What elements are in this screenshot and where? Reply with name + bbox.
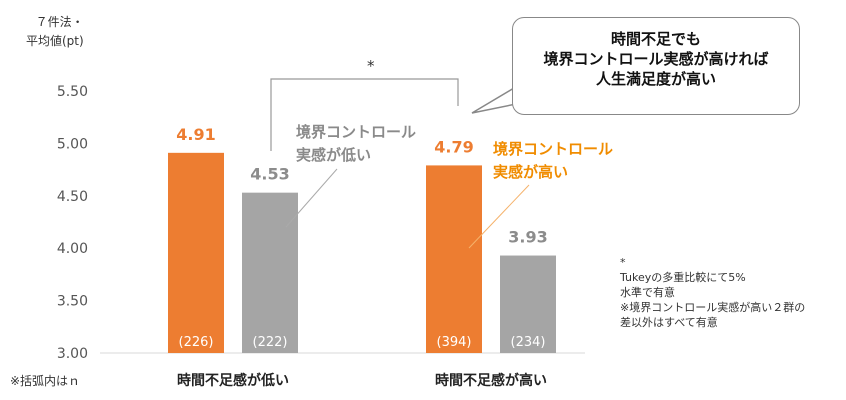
bar-value-label: 4.53 [250,165,289,184]
leader-line-gray [285,168,338,228]
bar [242,192,298,353]
y-tick-label: 5.00 [57,136,88,152]
note-line: * [620,256,626,269]
label-high-control: 境界コントロール 実感が高い [493,138,613,184]
label-high-control-line: 境界コントロール [493,140,614,158]
label-low-control-line: 実感が低い [296,146,372,164]
bar [426,165,482,353]
footnote-n: ※括弧内はｎ [10,374,81,388]
y-tick-label: 3.50 [57,294,88,310]
callout-line: 時間不足でも [610,30,701,48]
bar-n-label: (394) [437,335,472,350]
callout-line: 境界コントロール実感が高ければ [543,50,769,68]
significance-mark: * [367,57,375,75]
y-axis-ticks: 3.00 3.50 4.00 4.50 5.00 5.50 [57,84,88,362]
leader-line-orange [468,184,530,249]
note-line: ※境界コントロール実感が高い２群の [620,301,806,314]
y-tick-label: 5.50 [57,84,88,100]
bar-n-label: (234) [511,335,546,350]
y-axis-title-line: 平均値(pt) [26,34,84,48]
note-line: 差以外はすべて有意 [620,316,718,329]
note-line: Tukeyの多重比較にて5% [620,271,746,284]
y-axis-title-line: ７件法・ [35,15,84,29]
note-line: 水準で有意 [620,286,675,299]
y-tick-label: 4.50 [57,189,88,205]
y-tick-label: 4.00 [57,241,88,257]
significance-bracket [270,78,459,151]
bar [168,152,224,353]
bar-n-label: (222) [253,335,288,350]
bar-n-label: (226) [179,335,214,350]
significance-note: * Tukeyの多重比較にて5% 水準で有意 ※境界コントロール実感が高い２群の… [620,255,805,330]
callout-box: 時間不足でも 境界コントロール実感が高ければ 人生満足度が高い [512,17,800,115]
callout-line: 人生満足度が高い [595,70,716,88]
category-labels: 時間不足感が低い 時間不足感が高い [177,372,547,389]
bar-value-label: 4.79 [434,137,473,156]
y-axis-title: ７件法・ 平均値(pt) [26,13,84,51]
bar-value-label: 3.93 [508,228,547,247]
label-high-control-line: 実感が高い [493,163,569,181]
bar-value-label: 4.91 [176,125,215,144]
bar [500,255,556,353]
bars: 4.91 (226) 4.53 (222) 4.79 (394) 3.93 (234) [168,125,556,353]
label-low-control: 境界コントロール 実感が低い [296,121,416,167]
x-category-label: 時間不足感が低い [177,372,289,389]
y-tick-label: 3.00 [57,346,88,362]
label-low-control-line: 境界コントロール [296,123,417,141]
x-category-label: 時間不足感が高い [435,372,547,389]
